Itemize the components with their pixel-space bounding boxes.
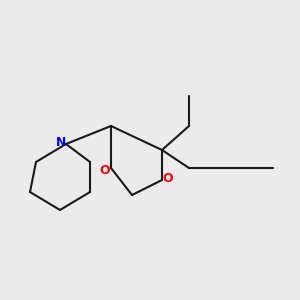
Text: O: O <box>163 172 173 185</box>
Text: N: N <box>56 136 67 149</box>
Text: O: O <box>100 164 110 178</box>
